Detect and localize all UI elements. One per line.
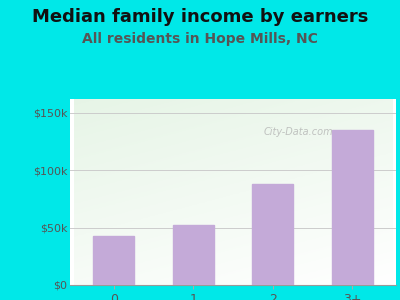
Text: City-Data.com: City-Data.com [263,128,333,137]
Bar [252,184,294,285]
Bar [332,130,373,285]
Text: Median family income by earners: Median family income by earners [32,8,368,26]
Bar [93,236,134,285]
Text: All residents in Hope Mills, NC: All residents in Hope Mills, NC [82,32,318,46]
Bar [172,225,214,285]
